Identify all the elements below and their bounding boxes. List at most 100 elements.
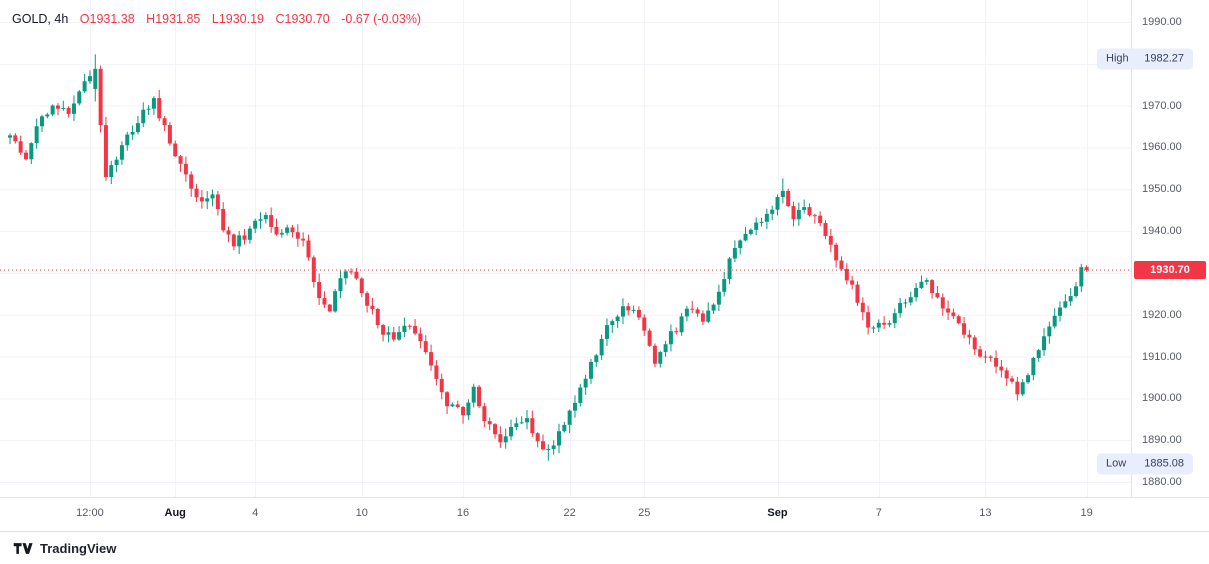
time-tick-label: 7 — [875, 507, 882, 519]
candle — [146, 105, 151, 116]
candle — [461, 405, 466, 424]
candle — [930, 279, 935, 299]
candle — [594, 353, 599, 367]
candle — [77, 89, 82, 106]
candle — [1015, 376, 1020, 401]
candle — [775, 194, 780, 216]
candle — [301, 232, 306, 247]
candle — [39, 114, 44, 133]
candle — [711, 303, 716, 315]
candle — [684, 305, 689, 322]
candle — [13, 133, 18, 144]
candle — [386, 326, 391, 343]
price-tick-label: 1940.00 — [1142, 225, 1182, 238]
candle — [541, 434, 545, 451]
time-axis[interactable]: 12:00 Aug 4 10 16 22 25 Sep 7 13 19 — [0, 497, 1209, 532]
low-badge-value: 1885.08 — [1144, 457, 1184, 470]
candle — [205, 191, 210, 210]
candle — [439, 373, 444, 400]
price-tick-label: 1990.00 — [1142, 16, 1182, 28]
candle — [317, 273, 322, 305]
time-tick-label: 12:00 — [76, 507, 104, 519]
candle — [892, 308, 897, 329]
candle — [690, 300, 695, 314]
candle — [1068, 287, 1073, 306]
candle — [199, 190, 204, 209]
candle — [178, 154, 183, 172]
candle — [450, 402, 455, 408]
candlestick-chart[interactable] — [0, 0, 1131, 497]
candle — [418, 327, 423, 349]
candle — [919, 275, 924, 289]
candle — [503, 428, 508, 449]
candle — [295, 224, 300, 247]
candle — [215, 190, 220, 216]
candle — [429, 344, 434, 371]
candle — [764, 208, 769, 230]
candle — [471, 383, 476, 408]
time-tick-label: 16 — [456, 507, 470, 519]
candle — [818, 211, 823, 227]
symbol-legend[interactable]: GOLD, 4h O1931.38 H1931.85 L1930.19 C193… — [12, 12, 421, 26]
candle — [983, 351, 988, 363]
footer: TradingView — [0, 531, 1209, 564]
candle — [754, 217, 759, 236]
candle — [226, 226, 231, 243]
candle — [679, 312, 684, 336]
ohlc-open: O1931.38 — [79, 12, 135, 26]
candle — [1042, 328, 1047, 356]
candle — [956, 314, 961, 325]
candle — [274, 218, 279, 236]
price-tick-label: 1920.00 — [1142, 308, 1182, 321]
candle — [1010, 375, 1015, 384]
candle — [647, 328, 652, 347]
candle — [1047, 321, 1052, 344]
candle — [940, 293, 945, 316]
price-tick-label: 1900.00 — [1142, 392, 1182, 405]
candle — [98, 65, 103, 133]
candle — [722, 271, 727, 297]
candle — [780, 178, 785, 204]
candle — [786, 188, 791, 208]
candle — [445, 391, 450, 414]
candle — [695, 307, 700, 318]
candle — [658, 350, 663, 368]
price-axis[interactable]: 1930.70 1990.001980.001970.001960.001950… — [1131, 0, 1209, 497]
candle — [135, 115, 140, 135]
candle — [1031, 356, 1036, 381]
candle — [247, 225, 252, 244]
candle — [578, 383, 583, 407]
candle — [242, 229, 247, 245]
candle — [402, 317, 407, 338]
candle — [583, 374, 588, 395]
price-tick-label: 1960.00 — [1142, 141, 1182, 154]
candle — [365, 291, 370, 313]
candle — [327, 303, 332, 313]
candle — [61, 100, 66, 111]
price-tick-label: 1970.00 — [1142, 99, 1182, 112]
candle — [866, 305, 871, 335]
candle — [1052, 308, 1057, 329]
candle — [493, 423, 498, 439]
candle — [221, 202, 226, 233]
candle — [8, 133, 12, 145]
candle — [898, 297, 903, 318]
time-tick-label: 10 — [355, 507, 368, 519]
time-tick-label: 22 — [563, 507, 576, 519]
tradingview-link[interactable]: TradingView — [13, 541, 116, 556]
candle — [732, 240, 737, 263]
candle — [759, 217, 764, 227]
candle — [535, 432, 540, 448]
candle — [269, 207, 274, 233]
candle — [908, 291, 913, 306]
candle — [231, 233, 236, 251]
candle — [802, 199, 807, 214]
candle — [119, 141, 124, 165]
price-tick-label: 1890.00 — [1142, 434, 1182, 447]
candle — [620, 298, 625, 325]
candle — [978, 345, 983, 358]
candle — [263, 212, 268, 224]
candle — [743, 226, 748, 242]
candle — [125, 131, 130, 151]
candle — [407, 324, 412, 330]
